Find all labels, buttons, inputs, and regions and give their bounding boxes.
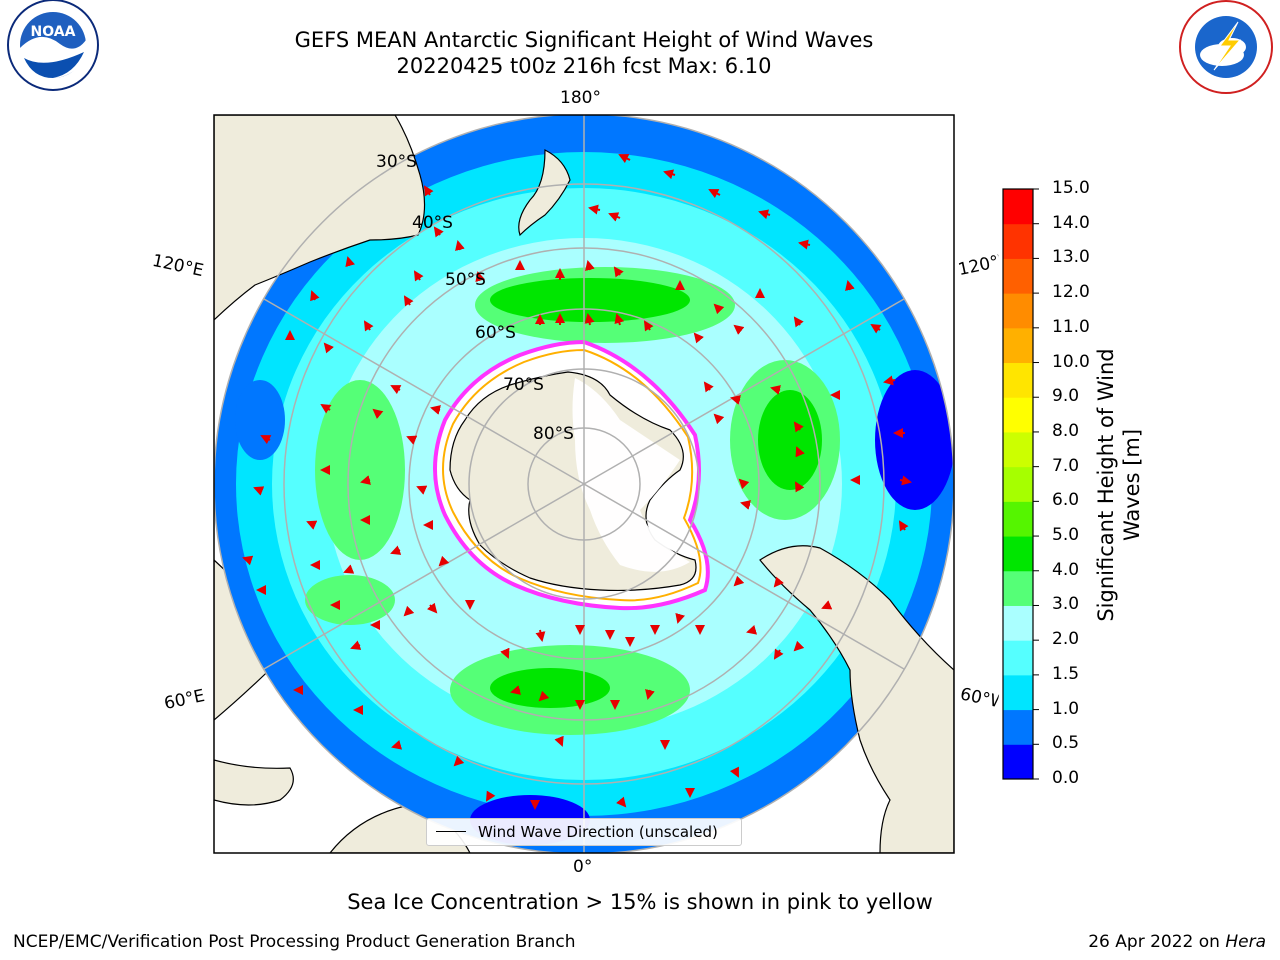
colorbar-tick-label: 3.0 <box>1052 594 1080 615</box>
colorbar-segment <box>1003 605 1033 641</box>
footer-machine: Hera <box>1225 932 1266 952</box>
legend-label: Wind Wave Direction (unscaled) <box>478 823 718 841</box>
colorbar-segment <box>1003 501 1033 537</box>
colorbar-segment <box>1003 397 1033 433</box>
colorbar-segment <box>1003 536 1033 572</box>
graticule <box>214 115 954 853</box>
colorbar-segment <box>1003 189 1033 225</box>
noaa-logo: NOAA <box>7 0 99 91</box>
colorbar-tick-label: 7.0 <box>1052 455 1080 476</box>
sea-ice-caption: Sea Ice Concentration > 15% is shown in … <box>347 890 933 914</box>
colorbar-tick-label: 10.0 <box>1052 351 1090 372</box>
colorbar-tick-label: 1.5 <box>1052 663 1080 684</box>
lat-label-80s: 80°S <box>533 424 574 444</box>
colorbar-tick-label: 9.0 <box>1052 386 1080 407</box>
legend: Wind Wave Direction (unscaled) <box>426 818 742 846</box>
colorbar-segment <box>1003 570 1033 606</box>
wind-arrows <box>242 154 912 810</box>
lat-label-70s: 70°S <box>503 375 544 395</box>
colorbar-segment <box>1003 293 1033 329</box>
lat-label-60s: 60°S <box>475 323 516 343</box>
colorbar-tick-label: 13.0 <box>1052 247 1090 268</box>
colorbar-tick-label: 11.0 <box>1052 316 1090 337</box>
legend-line-icon <box>436 831 466 832</box>
polar-map <box>213 114 955 854</box>
lon-label-180: 180° <box>560 88 601 108</box>
lat-label-50s: 50°S <box>445 270 486 290</box>
colorbar-segment <box>1003 431 1033 468</box>
colorbar-tick-label: 5.0 <box>1052 525 1080 546</box>
colorbar-tick-label: 15.0 <box>1052 178 1090 198</box>
svg-text:NOAA: NOAA <box>31 24 76 40</box>
colorbar-segment <box>1003 362 1033 398</box>
colorbar-tick-label: 4.0 <box>1052 559 1080 580</box>
colorbar-segment <box>1003 466 1033 502</box>
colorbar-tick-label: 14.0 <box>1052 212 1090 233</box>
lon-label-0: 0° <box>573 857 593 877</box>
colorbar-segment <box>1003 709 1033 745</box>
colorbar-segment <box>1003 327 1033 364</box>
colorbar-segment <box>1003 640 1033 676</box>
colorbar-tick-label: 1.0 <box>1052 698 1080 719</box>
colorbar-tick-label: 8.0 <box>1052 420 1080 441</box>
footer-credit: NCEP/EMC/Verification Post Processing Pr… <box>13 932 576 952</box>
title-line-2: 20220425 t00z 216h fcst Max: 6.10 <box>396 54 772 78</box>
colorbar-segment <box>1003 223 1033 259</box>
title-line-1: GEFS MEAN Antarctic Significant Height o… <box>294 28 874 52</box>
nws-logo <box>1179 0 1273 94</box>
colorbar-tick-label: 0.5 <box>1052 733 1080 754</box>
colorbar-tick-label: 2.0 <box>1052 629 1080 650</box>
colorbar-tick-label: 0.0 <box>1052 768 1080 788</box>
colorbar-segment <box>1003 258 1033 294</box>
lat-label-30s: 30°S <box>376 152 417 172</box>
colorbar-segment <box>1003 674 1033 711</box>
colorbar-tick-label: 12.0 <box>1052 282 1090 303</box>
colorbar-tick-label: 6.0 <box>1052 490 1080 511</box>
colorbar <box>1002 188 1039 780</box>
colorbar-segment <box>1003 744 1033 780</box>
lat-label-40s: 40°S <box>412 213 453 233</box>
footer-date: 26 Apr 2022 on Hera <box>1088 932 1266 952</box>
colorbar-label: Significant Height of Wind Waves [m] <box>1094 348 1144 622</box>
